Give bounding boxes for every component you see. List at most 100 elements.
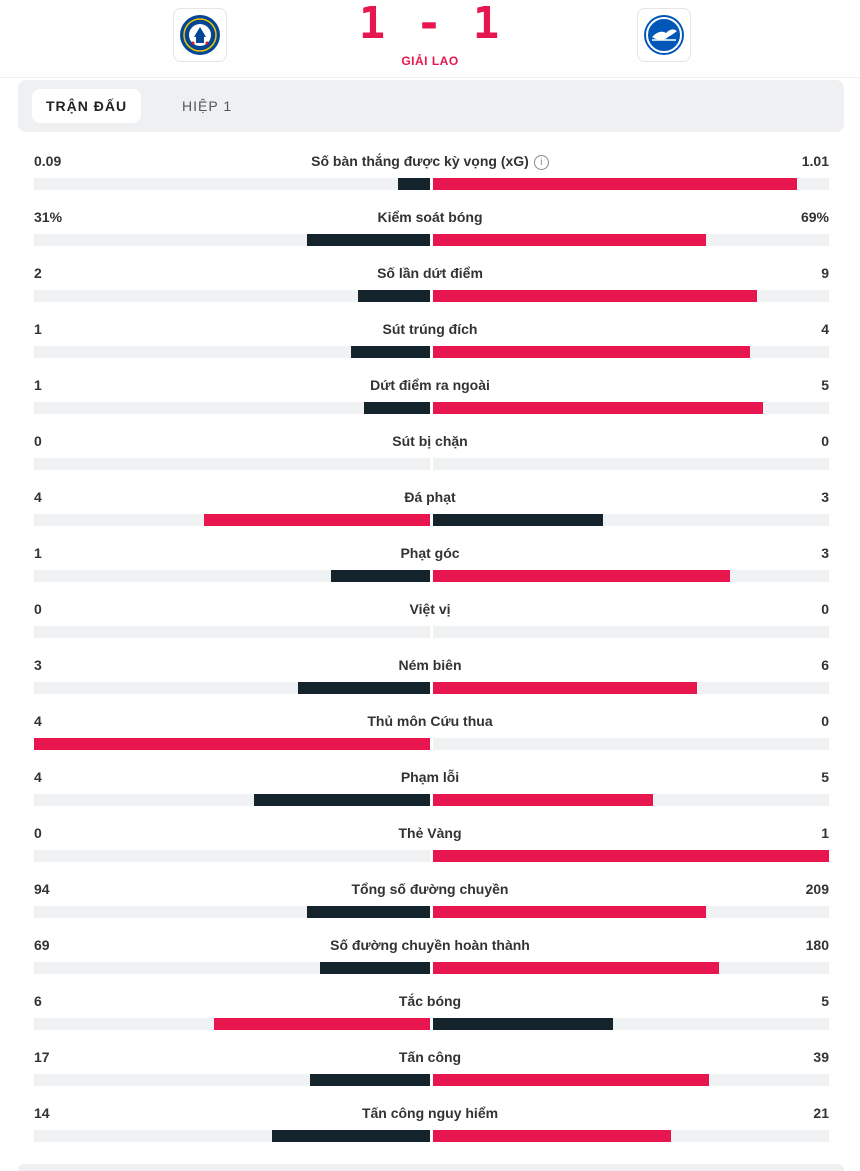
home-stat-value: 1 (34, 321, 42, 337)
home-bar-track (34, 962, 430, 974)
home-stat-bar (364, 402, 430, 414)
home-bar-track (34, 1130, 430, 1142)
stat-label: Phạm lỗi (230, 769, 630, 785)
stat-label: Số lần dứt điểm (230, 265, 630, 281)
stat-label: Tấn công (230, 1049, 630, 1065)
stat-label-text: Thủ môn Cứu thua (367, 713, 493, 729)
stat-label: Đá phạt (230, 489, 630, 505)
home-bar-track (34, 290, 430, 302)
stat-label-text: Phạm lỗi (400, 769, 460, 785)
stat-label: Tấn công nguy hiểm (230, 1105, 630, 1121)
home-bar-track (34, 346, 430, 358)
away-stat-value: 5 (821, 769, 829, 785)
stat-label: Số bàn thắng được kỳ vọng (xG) i (230, 153, 630, 170)
home-bar-track (34, 178, 430, 190)
away-stat-value: 209 (805, 881, 829, 897)
away-stat-bar (433, 1074, 709, 1086)
away-bar-track (433, 178, 829, 190)
home-bar-track (34, 794, 430, 806)
home-stat-value: 1 (34, 377, 42, 393)
info-icon[interactable]: i (533, 155, 549, 170)
home-stat-value: 17 (34, 1049, 50, 1065)
home-bar-track (34, 626, 430, 638)
away-stat-value: 69% (800, 209, 829, 225)
home-stat-value: 0 (34, 433, 42, 449)
stat-label-text: Việt vị (409, 601, 451, 617)
home-stat-bar (307, 234, 430, 246)
stat-label-text: Ném biên (398, 657, 462, 673)
match-score: 1 - 1 (358, 0, 502, 49)
home-stat-bar (214, 1018, 430, 1030)
away-stat-bar (433, 1018, 613, 1030)
away-stat-value: 5 (821, 377, 829, 393)
tabs-bar: TRẬN ĐẤU HIỆP 1 (18, 80, 844, 132)
home-bar-track (34, 682, 430, 694)
home-stat-bar (298, 682, 430, 694)
match-status: GIẢI LAO (401, 54, 459, 68)
stat-label: Tổng số đường chuyền (230, 881, 630, 897)
stats-list: 0.09 Số bàn thắng được kỳ vọng (xG) i 1.01 3… (0, 146, 860, 1154)
stat-label: Tắc bóng (230, 993, 630, 1009)
home-bar-track (34, 1018, 430, 1030)
away-stat-bar (433, 402, 763, 414)
stat-row: 6 Tắc bóng 5 (0, 986, 860, 1042)
stat-label: Sút bị chặn (230, 433, 630, 449)
tab-match[interactable]: TRẬN ĐẤU (32, 89, 142, 123)
home-stat-value: 2 (34, 265, 42, 281)
away-stat-bar (433, 794, 653, 806)
stat-label-text: Thẻ Vàng (398, 825, 462, 841)
home-stat-bar (358, 290, 430, 302)
home-stat-value: 4 (34, 769, 42, 785)
home-bar-track (34, 458, 430, 470)
stat-row: 31% Kiểm soát bóng 69% (0, 202, 860, 258)
away-bar-track (433, 1130, 829, 1142)
stat-row: 94 Tổng số đường chuyền 209 (0, 874, 860, 930)
stat-row: 0 Sút bị chặn 0 (0, 426, 860, 482)
away-bar-track (433, 962, 829, 974)
away-bar-track (433, 458, 829, 470)
stat-label-text: Tấn công (398, 1049, 462, 1065)
away-stat-bar (433, 178, 797, 190)
stat-row: 4 Phạm lỗi 5 (0, 762, 860, 818)
stat-row: 0.09 Số bàn thắng được kỳ vọng (xG) i 1.01 (0, 146, 860, 202)
home-bar-track (34, 1074, 430, 1086)
stat-label: Dứt điểm ra ngoài (230, 377, 630, 393)
stat-label: Thủ môn Cứu thua (230, 713, 630, 729)
away-stat-bar (433, 290, 757, 302)
away-stat-bar (433, 1130, 671, 1142)
away-stat-value: 0 (821, 433, 829, 449)
away-bar-track (433, 794, 829, 806)
away-stat-value: 39 (813, 1049, 829, 1065)
chelsea-crest-icon (180, 15, 220, 55)
home-bar-track (34, 234, 430, 246)
home-stat-value: 4 (34, 489, 42, 505)
home-stat-value: 0.09 (34, 153, 62, 169)
away-stat-bar (433, 682, 697, 694)
stat-label-text: Tổng số đường chuyền (351, 881, 509, 897)
away-stat-value: 5 (821, 993, 829, 1009)
away-bar-track (433, 234, 829, 246)
home-stat-value: 31% (34, 209, 63, 225)
home-team-logo[interactable] (173, 8, 227, 62)
home-stat-bar (320, 962, 430, 974)
home-stat-value: 6 (34, 993, 42, 1009)
home-stat-bar (331, 570, 430, 582)
home-bar-track (34, 906, 430, 918)
home-bar-track (34, 738, 430, 750)
stat-label: Phạt góc (230, 545, 630, 561)
home-stat-bar (397, 178, 430, 190)
stat-label-text: Tấn công nguy hiểm (361, 1105, 499, 1121)
away-bar-track (433, 402, 829, 414)
stat-label-text: Số lần dứt điểm (377, 265, 483, 281)
away-stat-value: 0 (821, 713, 829, 729)
away-stat-value: 21 (813, 1105, 829, 1121)
home-stat-value: 3 (34, 657, 42, 673)
tab-first-half[interactable]: HIỆP 1 (182, 98, 233, 114)
stat-label: Ném biên (230, 657, 630, 673)
stat-label-text: Sút trúng đích (382, 321, 478, 337)
away-bar-track (433, 290, 829, 302)
stat-label: Thẻ Vàng (230, 825, 630, 841)
stat-label-text: Dứt điểm ra ngoài (370, 377, 490, 393)
away-team-logo[interactable] (637, 8, 691, 62)
